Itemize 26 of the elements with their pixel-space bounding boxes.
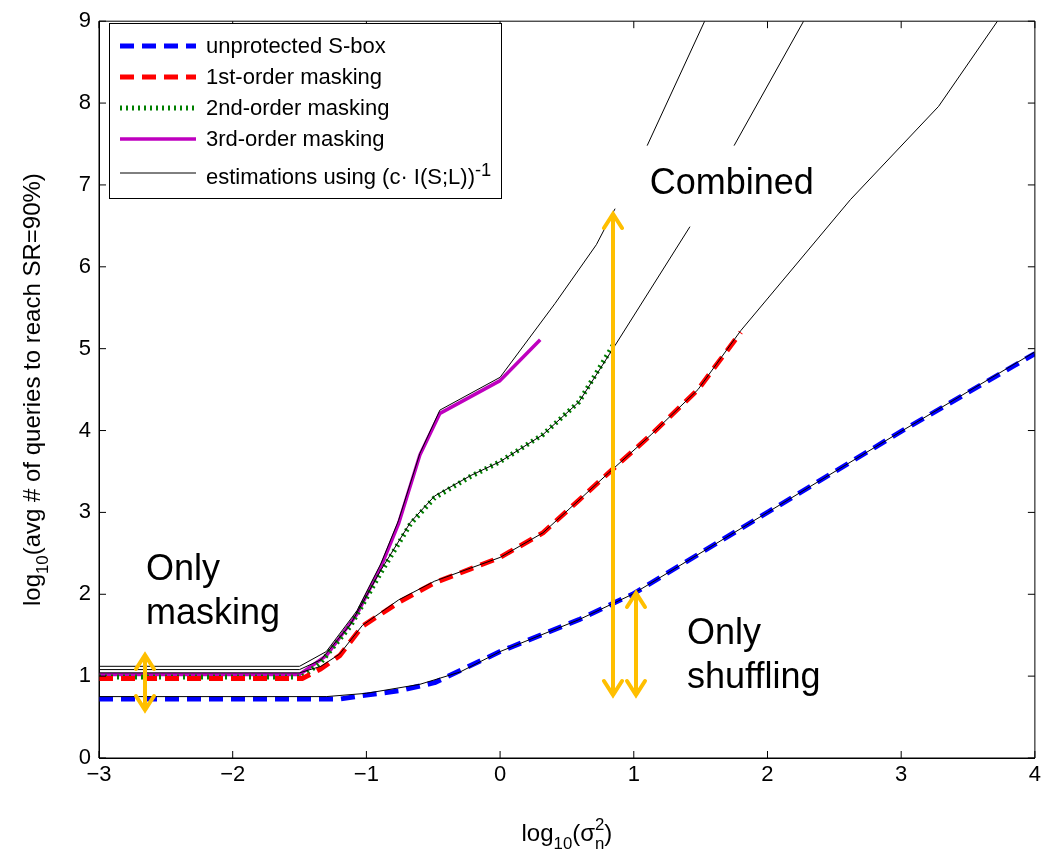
annotation: Combined (649, 160, 814, 202)
y-tick-label: 6 (78, 252, 91, 278)
annotation: Only shuffling (687, 611, 821, 697)
x-tick-label: −2 (220, 761, 246, 787)
y-axis-title: log10(avg # of queries to reach SR=90%) (18, 173, 53, 607)
legend-label: 3rd-order masking (206, 125, 385, 153)
x-tick-label: 3 (895, 761, 908, 787)
y-tick-label: 4 (78, 416, 91, 442)
y-tick-label: 2 (78, 580, 91, 606)
y-tick-label: 7 (78, 171, 91, 196)
y-tick-label: 9 (78, 7, 91, 33)
x-tick-label: 4 (1028, 761, 1042, 787)
annotation: Only masking (145, 546, 281, 632)
y-tick-label: 3 (78, 498, 91, 524)
x-tick-label: 2 (761, 761, 774, 787)
y-tick-label: 5 (78, 334, 91, 360)
y-tick-label: 1 (78, 662, 91, 688)
x-tick-label: 1 (627, 761, 640, 787)
x-tick-label: 0 (493, 761, 507, 787)
legend-label: 2nd-order masking (206, 94, 390, 122)
legend-label: estimations using (c· I(S;L))$^{-1}$ (206, 158, 492, 192)
y-tick-label: 8 (78, 89, 91, 115)
legend-label: unprotected S-box (206, 32, 386, 60)
legend-label: 1st-order masking (206, 63, 383, 91)
x-tick-label: −1 (353, 761, 379, 787)
y-tick-label: 0 (78, 744, 91, 770)
